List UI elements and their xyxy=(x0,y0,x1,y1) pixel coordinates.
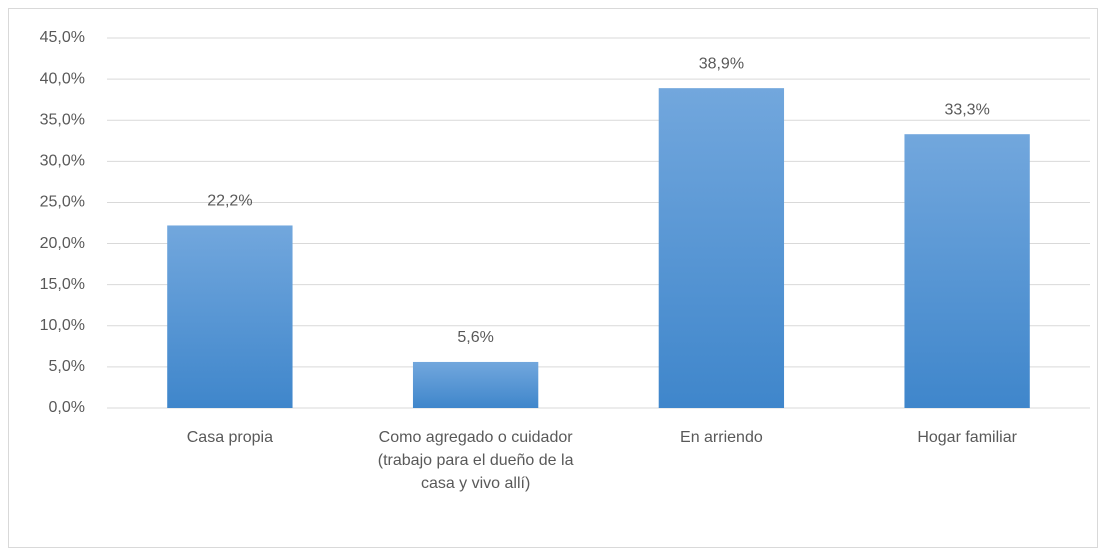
value-label: 33,3% xyxy=(944,101,989,118)
y-tick-label: 40,0% xyxy=(40,70,85,87)
bar xyxy=(412,361,539,408)
y-tick-label: 35,0% xyxy=(40,111,85,128)
y-tick-label: 10,0% xyxy=(40,317,85,334)
y-tick-label: 45,0% xyxy=(40,29,85,46)
value-label: 38,9% xyxy=(699,55,744,72)
x-tick-label: Como agregado o cuidador (trabajo para e… xyxy=(377,429,574,492)
y-tick-label: 20,0% xyxy=(40,235,85,252)
y-tick-label: 25,0% xyxy=(40,194,85,211)
bar xyxy=(658,88,785,409)
y-tick-label: 30,0% xyxy=(40,153,85,170)
x-tick-label: Hogar familiar xyxy=(917,429,1017,446)
y-tick-label: 5,0% xyxy=(49,358,85,375)
bar xyxy=(904,134,1030,408)
x-tick-label: En arriendo xyxy=(680,429,763,446)
bar xyxy=(167,225,293,408)
y-tick-label: 15,0% xyxy=(40,276,85,293)
chart-border xyxy=(8,8,1098,548)
value-label: 22,2% xyxy=(207,193,252,210)
y-tick-label: 0,0% xyxy=(49,399,85,416)
value-label: 5,6% xyxy=(457,329,493,346)
x-tick-label: Casa propia xyxy=(186,429,274,446)
